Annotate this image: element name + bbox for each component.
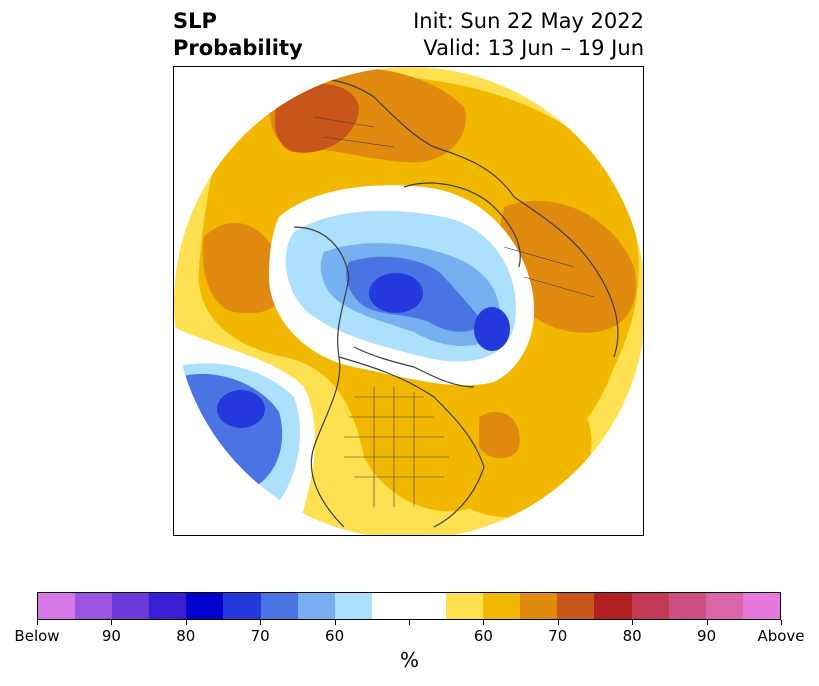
colorbar-tick [185, 620, 187, 625]
colorbar-tick [111, 620, 113, 625]
colorbar-swatch [186, 593, 224, 619]
colorbar-tick [632, 620, 634, 625]
colorbar-swatch [371, 593, 409, 619]
colorbar-swatch [742, 593, 780, 619]
colorbar-swatch [557, 593, 595, 619]
colorbar-tick [706, 620, 708, 625]
colorbar-tick-label: 80 [176, 627, 196, 645]
colorbar-swatch [483, 593, 521, 619]
colorbar-swatch [594, 593, 632, 619]
colorbar-swatch [408, 593, 447, 619]
colorbar-tick [260, 620, 262, 625]
probability-map-svg [174, 67, 643, 535]
colorbar-swatch [223, 593, 261, 619]
colorbar [37, 592, 781, 620]
colorbar-swatch [38, 593, 76, 619]
colorbar-tick [37, 620, 38, 625]
below-80-90-arctic [369, 273, 423, 313]
colorbar-tick-label: 70 [250, 627, 270, 645]
polar-map [173, 66, 644, 536]
probability-fields [174, 67, 643, 535]
scandinavia-80-90 [274, 83, 359, 153]
title-product: Probability [173, 36, 303, 60]
colorbar-tick-label: 90 [697, 627, 717, 645]
colorbar-swatch [520, 593, 558, 619]
colorbar-swatch [446, 593, 484, 619]
colorbar-swatch [297, 593, 335, 619]
below-80-90-pacific [217, 390, 265, 428]
colorbar-tick-label: 60 [473, 627, 493, 645]
colorbar-tick-label: 80 [622, 627, 642, 645]
title-left: SLP Probability [173, 8, 303, 62]
colorbar-tick [409, 620, 410, 625]
colorbar-unit: % [399, 648, 419, 672]
init-date: Init: Sun 22 May 2022 [413, 9, 644, 33]
colorbar-tick [781, 620, 782, 625]
atlantic-70-80 [479, 411, 520, 459]
title-variable: SLP [173, 9, 217, 33]
colorbar-swatch [260, 593, 298, 619]
colorbar-tick-label: Below [14, 627, 60, 645]
colorbar-swatch [668, 593, 706, 619]
colorbar-tick-label: 70 [548, 627, 568, 645]
below-80-90-siberia [474, 307, 510, 351]
country-borders [313, 116, 595, 507]
valid-period: Valid: 13 Jun – 19 Jun [423, 36, 644, 60]
pacific-70-80 [202, 222, 285, 314]
colorbar-swatch [631, 593, 669, 619]
title-right: Init: Sun 22 May 2022 Valid: 13 Jun – 19… [413, 8, 644, 62]
colorbar-swatch [705, 593, 743, 619]
coastlines [273, 77, 619, 528]
colorbar-tick [334, 620, 336, 625]
colorbar-tick-label: 90 [101, 627, 121, 645]
colorbar-swatch [149, 593, 187, 619]
colorbar-tick-label: Above [757, 627, 805, 645]
colorbar-swatch [112, 593, 150, 619]
colorbar-tick [483, 620, 485, 625]
colorbar-swatch [334, 593, 372, 619]
colorbar-tick [557, 620, 559, 625]
colorbar-swatch [75, 593, 113, 619]
colorbar-tick-label: 60 [325, 627, 345, 645]
